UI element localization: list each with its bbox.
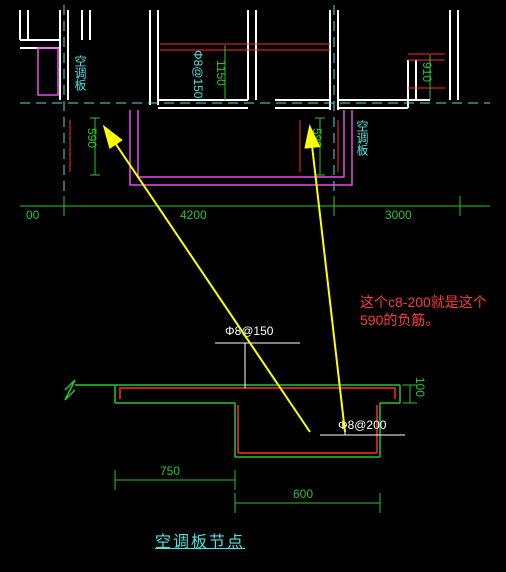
dim-100: 100: [414, 377, 426, 397]
dim-590-b: 590: [311, 128, 323, 148]
dim-4200: 4200: [180, 209, 207, 221]
annotation-line2: 590的负筋。: [360, 311, 506, 329]
dim-1150: 1150: [215, 60, 227, 86]
section-title: 空调板节点: [155, 535, 245, 551]
rebar-8-200-label: Φ8@200: [338, 419, 386, 431]
dim-910: 910: [421, 62, 433, 82]
dim-3000: 3000: [385, 209, 412, 221]
dim-750: 750: [160, 465, 180, 477]
annotation-text: 这个c8-200就是这个 590的负筋。: [360, 293, 506, 329]
ac-board-label-left: 空调板: [74, 55, 86, 91]
rebar-8-150-label: Φ8@150: [225, 325, 273, 337]
bottom-section-svg: [0, 225, 506, 572]
dim-00: 00: [26, 209, 39, 221]
dim-600: 600: [293, 488, 313, 500]
ac-board-label-right: 空调板: [356, 120, 368, 156]
bottom-section-panel: Φ8@150 Φ8@200 750 600 100 空调板节点: [0, 225, 506, 572]
dim-590-a: 590: [86, 128, 98, 148]
top-plan-panel: 空调板 空调板 Φ8@150 1150 910 590 590 00 4200 …: [0, 0, 506, 225]
annotation-line1: 这个c8-200就是这个: [360, 293, 506, 311]
top-plan-svg: [0, 0, 506, 225]
rebar-8-150-top: Φ8@150: [192, 50, 204, 98]
